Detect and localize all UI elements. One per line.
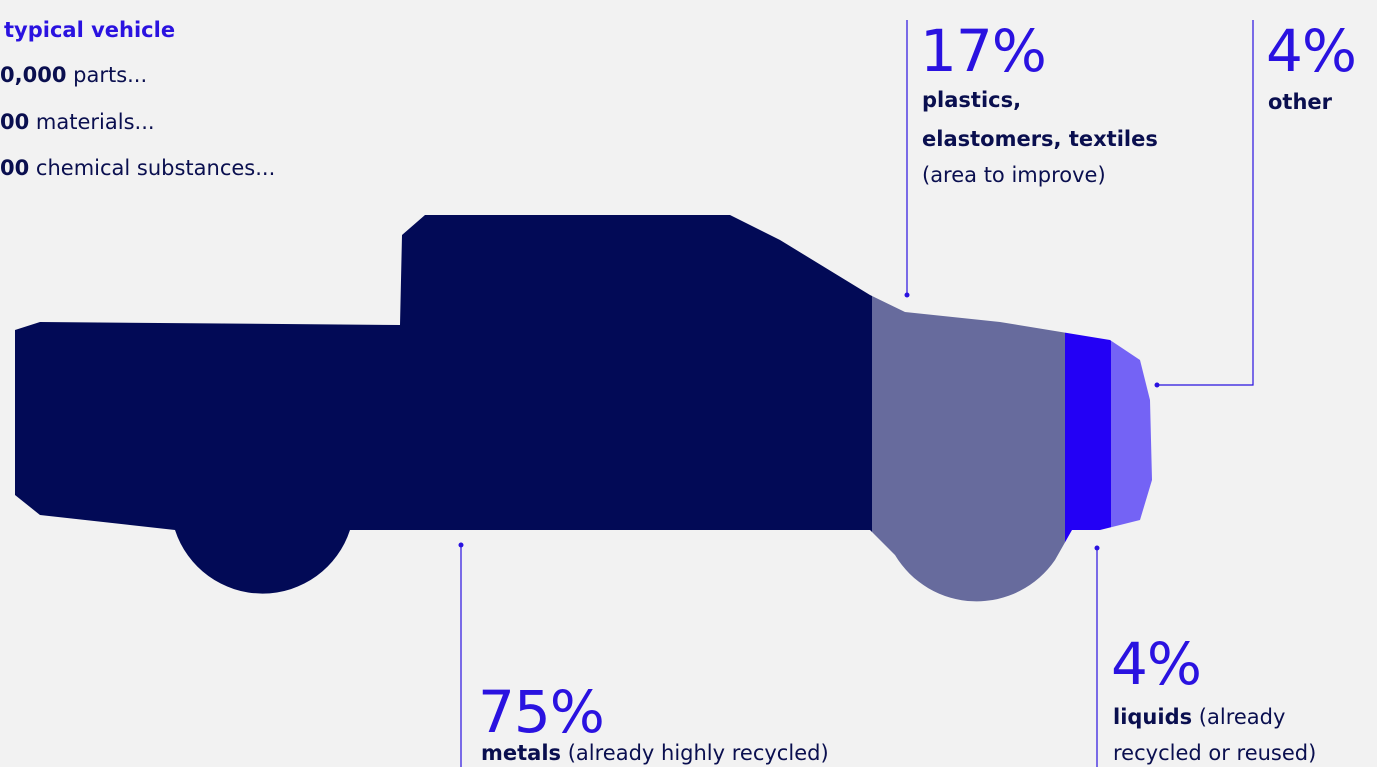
label-text: (already <box>1198 705 1286 729</box>
label: recycled or reused) <box>1113 741 1317 765</box>
leader-dot <box>1154 382 1160 388</box>
figure: 00 <box>0 110 30 134</box>
leader-line <box>1157 20 1254 386</box>
leader-dots <box>458 292 1160 551</box>
label: plastics, <box>922 88 1022 112</box>
label: metals (already highly recycled) <box>481 743 829 764</box>
percent: 17% <box>920 17 1047 85</box>
label: elastomers, textiles <box>922 127 1158 151</box>
label-bold: metals <box>481 741 562 765</box>
figure: 00 <box>0 156 30 180</box>
metals-section <box>15 215 872 602</box>
label-bold: liquids <box>1113 705 1193 729</box>
leader-dot <box>904 292 910 298</box>
percent: 4% <box>1111 630 1202 698</box>
figure: 0,000 <box>0 63 67 87</box>
other-section <box>1111 215 1152 602</box>
intro-line: 0,000 parts... <box>0 65 147 86</box>
label: other <box>1268 90 1333 114</box>
label-text: (already highly recycled) <box>567 741 829 765</box>
label: (area to improve) <box>922 163 1106 187</box>
intro-line: 00 chemical substances... <box>0 158 275 179</box>
leader-dot <box>458 542 464 548</box>
intro-title: typical vehicle <box>4 18 176 42</box>
leader-dot <box>1094 545 1100 551</box>
label: liquids (already <box>1113 707 1285 728</box>
plastics-section <box>872 215 1065 602</box>
text: materials... <box>35 110 155 134</box>
liquids-section <box>1065 215 1111 602</box>
text: parts... <box>73 63 148 87</box>
truck-silhouette <box>15 215 1152 602</box>
text: chemical substances... <box>35 156 276 180</box>
leader-lines <box>460 20 1254 767</box>
intro-line: 00 materials... <box>0 112 155 133</box>
percent: 4% <box>1266 17 1357 85</box>
percent: 75% <box>478 678 605 746</box>
